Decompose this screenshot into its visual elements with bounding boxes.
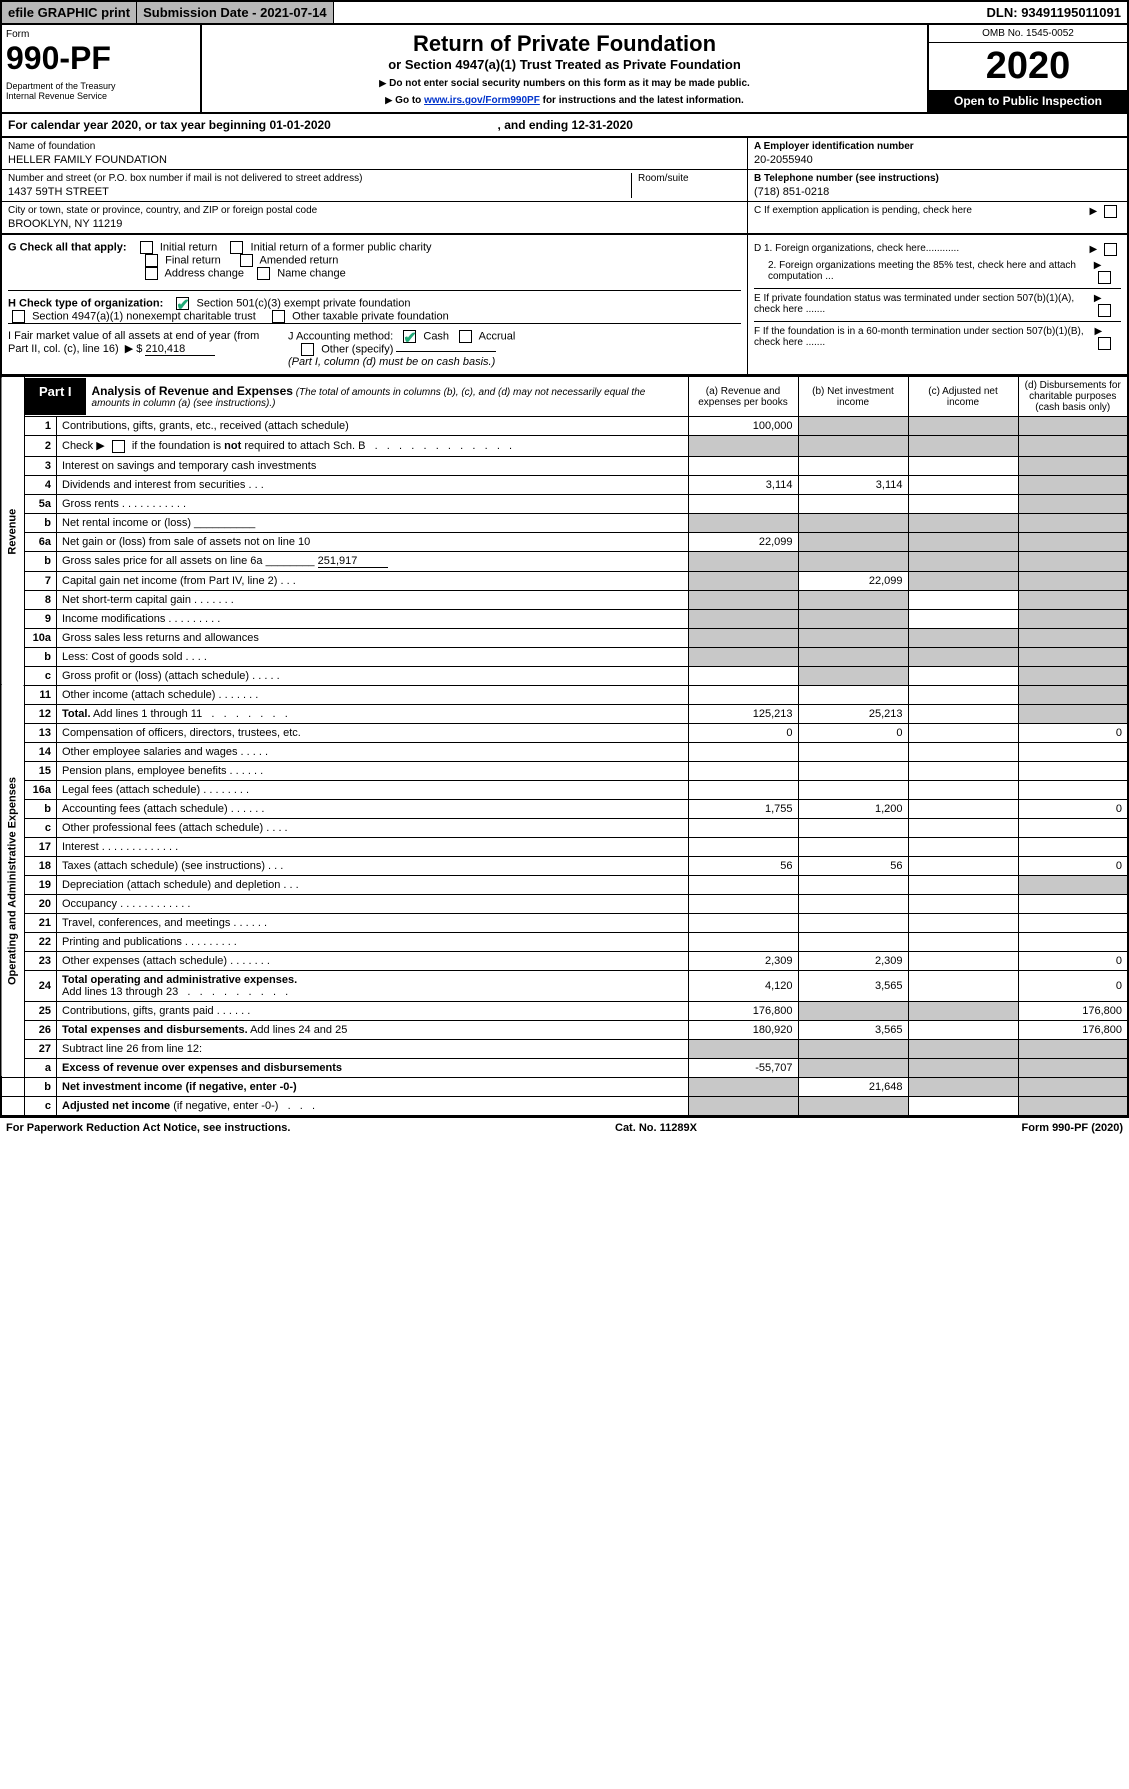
f-cb[interactable] bbox=[1098, 337, 1111, 350]
check-section: G Check all that apply: Initial return I… bbox=[0, 235, 1129, 376]
goto-note: Go to www.irs.gov/Form990PF for instruct… bbox=[208, 95, 921, 106]
f-label: F If the foundation is in a 60-month ter… bbox=[754, 326, 1094, 350]
ein-value: 20-2055940 bbox=[754, 154, 1121, 166]
form-number: 990-PF bbox=[6, 40, 196, 77]
calendar-year-line: For calendar year 2020, or tax year begi… bbox=[0, 114, 1129, 138]
col-c-header: (c) Adjusted net income bbox=[908, 377, 1018, 417]
revenue-side-label: Revenue bbox=[1, 377, 25, 686]
part1-label: Part I bbox=[25, 378, 86, 415]
col-d-header: (d) Disbursements for charitable purpose… bbox=[1018, 377, 1128, 417]
form-word: Form bbox=[6, 29, 196, 40]
city-label: City or town, state or province, country… bbox=[8, 205, 741, 216]
efile-label: efile GRAPHIC print bbox=[2, 2, 137, 23]
addr-label: Number and street (or P.O. box number if… bbox=[8, 173, 631, 184]
tel-value: (718) 851-0218 bbox=[754, 186, 1121, 198]
j-accrual-cb[interactable] bbox=[459, 330, 472, 343]
d2-cb[interactable] bbox=[1098, 271, 1111, 284]
h-label: H Check type of organization: bbox=[8, 297, 163, 309]
g-final-cb[interactable] bbox=[145, 254, 158, 267]
name-label: Name of foundation bbox=[8, 141, 741, 152]
tel-label: B Telephone number (see instructions) bbox=[754, 173, 939, 184]
room-label: Room/suite bbox=[631, 173, 741, 198]
j-label: J Accounting method: bbox=[288, 330, 393, 342]
street-address: 1437 59TH STREET bbox=[8, 186, 631, 198]
form-subtitle: or Section 4947(a)(1) Trust Treated as P… bbox=[208, 57, 921, 72]
ssn-note: Do not enter social security numbers on … bbox=[208, 78, 921, 89]
ein-label: A Employer identification number bbox=[754, 141, 914, 152]
c-label: C If exemption application is pending, c… bbox=[754, 205, 972, 218]
paperwork-notice: For Paperwork Reduction Act Notice, see … bbox=[6, 1122, 290, 1134]
col-a-header: (a) Revenue and expenses per books bbox=[688, 377, 798, 417]
g-addrchg-cb[interactable] bbox=[145, 267, 158, 280]
form-header: Form 990-PF Department of the Treasury I… bbox=[0, 25, 1129, 114]
c-checkbox[interactable] bbox=[1104, 205, 1117, 218]
page-footer: For Paperwork Reduction Act Notice, see … bbox=[0, 1117, 1129, 1138]
g-namechg-cb[interactable] bbox=[257, 267, 270, 280]
j-note: (Part I, column (d) must be on cash basi… bbox=[288, 356, 495, 368]
top-bar: efile GRAPHIC print Submission Date - 20… bbox=[0, 0, 1129, 25]
form-footer: Form 990-PF (2020) bbox=[1022, 1122, 1124, 1134]
identity-block: Name of foundation HELLER FAMILY FOUNDAT… bbox=[0, 138, 1129, 235]
g-former-cb[interactable] bbox=[230, 241, 243, 254]
form-title: Return of Private Foundation bbox=[208, 31, 921, 57]
d1-label: D 1. Foreign organizations, check here..… bbox=[754, 243, 959, 256]
g-label: G Check all that apply: bbox=[8, 241, 127, 253]
dln-label: DLN: 93491195011091 bbox=[981, 2, 1127, 23]
h-other-cb[interactable] bbox=[272, 310, 285, 323]
dept-label: Department of the Treasury Internal Reve… bbox=[6, 81, 196, 101]
submission-date: Submission Date - 2021-07-14 bbox=[137, 2, 334, 23]
foundation-name: HELLER FAMILY FOUNDATION bbox=[8, 154, 741, 166]
d1-cb[interactable] bbox=[1104, 243, 1117, 256]
h-4947-cb[interactable] bbox=[12, 310, 25, 323]
schB-cb[interactable] bbox=[112, 440, 125, 453]
irs-link[interactable]: www.irs.gov/Form990PF bbox=[424, 95, 540, 106]
tax-year: 2020 bbox=[929, 43, 1127, 90]
i-value: 210,418 bbox=[145, 343, 215, 356]
expenses-side-label: Operating and Administrative Expenses bbox=[1, 685, 25, 1077]
d2-label: 2. Foreign organizations meeting the 85%… bbox=[754, 260, 1094, 284]
part1-table: Revenue Part I Analysis of Revenue and E… bbox=[0, 376, 1129, 1117]
open-public: Open to Public Inspection bbox=[929, 90, 1127, 112]
j-cash-cb[interactable] bbox=[403, 330, 416, 343]
city-state-zip: BROOKLYN, NY 11219 bbox=[8, 218, 741, 230]
h-501c3-cb[interactable] bbox=[176, 297, 189, 310]
g-initial-cb[interactable] bbox=[140, 241, 153, 254]
i-label: I Fair market value of all assets at end… bbox=[8, 330, 259, 355]
col-b-header: (b) Net investment income bbox=[798, 377, 908, 417]
e-label: E If private foundation status was termi… bbox=[754, 293, 1094, 317]
g-amended-cb[interactable] bbox=[240, 254, 253, 267]
omb-number: OMB No. 1545-0052 bbox=[929, 25, 1127, 43]
j-other-cb[interactable] bbox=[301, 343, 314, 356]
e-cb[interactable] bbox=[1098, 304, 1111, 317]
cat-no: Cat. No. 11289X bbox=[615, 1122, 697, 1134]
